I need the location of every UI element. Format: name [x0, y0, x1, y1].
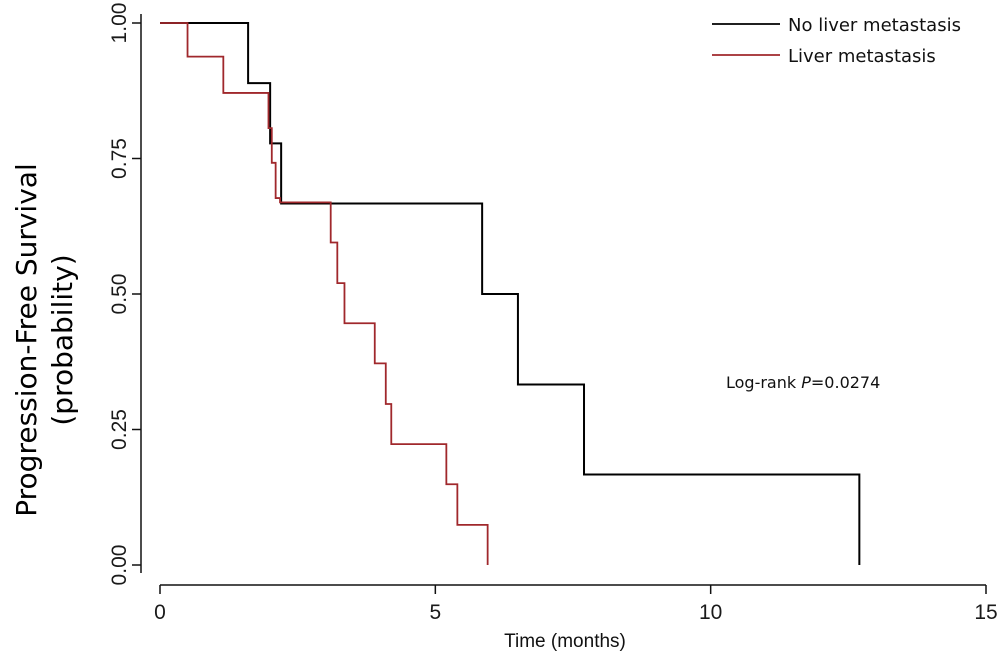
series-lines	[160, 22, 861, 565]
x-axis-title: Time (months)	[504, 631, 626, 652]
y-axis-title-line2: (probability)	[46, 254, 79, 425]
legend: No liver metastasis Liver metastasis	[712, 15, 961, 67]
y-tick-label: 1.00	[108, 3, 131, 44]
y-axis-title-line1: Progression-Free Survival	[10, 163, 43, 516]
legend-label-no-liver-metastasis: No liver metastasis	[788, 15, 961, 36]
y-tick-label: 0.50	[108, 274, 131, 315]
y-tick-label: 0.00	[108, 545, 131, 586]
x-tick-label: 0	[154, 601, 166, 624]
x-tick-label: 5	[429, 601, 441, 624]
y-tick-label: 0.25	[108, 409, 131, 450]
y-tick-label: 0.75	[108, 138, 131, 179]
x-tick-label: 15	[974, 601, 997, 624]
legend-label-liver-metastasis: Liver metastasis	[788, 46, 936, 67]
x-tick-label: 10	[699, 601, 722, 624]
log-rank-annotation: Log-rank P=0.0274	[726, 373, 880, 392]
survival-curve-liver-metastasis	[160, 22, 489, 565]
ticks: 0.00 0.25 0.50 0.75 1.00 0 5 10 15	[108, 3, 998, 624]
survival-curve-no-liver-metastasis	[160, 22, 861, 565]
log-rank-p-italic: P	[801, 373, 811, 392]
log-rank-value: =0.0274	[811, 373, 880, 392]
log-rank-prefix: Log-rank	[726, 373, 801, 392]
